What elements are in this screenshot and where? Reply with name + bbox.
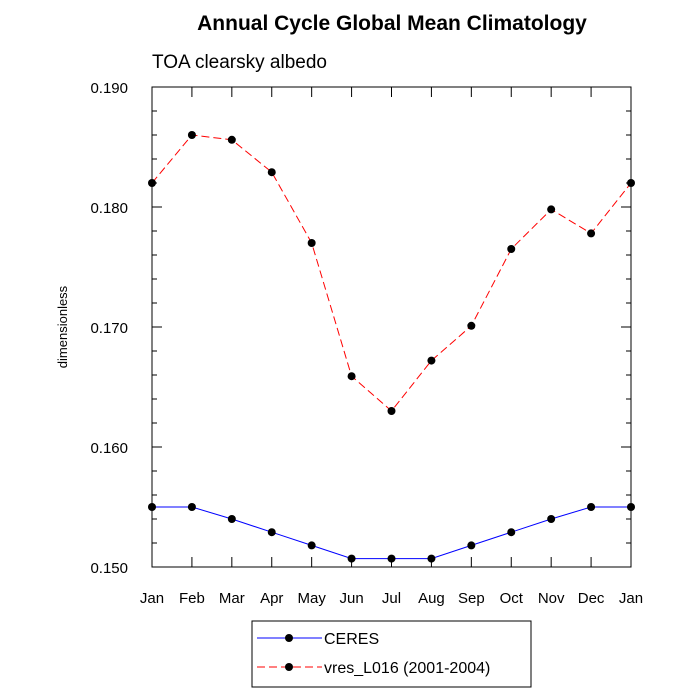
x-tick-label: Aug (418, 590, 445, 607)
chart-subtitle: TOA clearsky albedo (152, 52, 327, 73)
data-point (307, 541, 316, 550)
legend-box (251, 620, 532, 688)
x-tick-label: Apr (260, 590, 283, 607)
y-tick-label: 0.150 (90, 560, 128, 577)
series-layer (148, 131, 635, 563)
x-tick-label: Jan (619, 590, 643, 607)
x-tick-label: Sep (458, 590, 485, 607)
data-point (547, 515, 556, 523)
data-point (227, 515, 236, 523)
y-axis-label: dimensionless (55, 285, 70, 368)
data-point (387, 407, 396, 415)
data-point (227, 135, 236, 144)
axis-ticks: 0.150 0.160 0.170 0.180 0.190 Jan Feb Mar Apr May… (90, 80, 643, 607)
data-point (427, 554, 436, 563)
legend-label-1: vres_L016 (2001-2004) (324, 660, 490, 677)
x-tick-label: Oct (500, 590, 524, 607)
legend: CERES vres_L016 (2001-2004) (251, 620, 532, 688)
data-point (587, 229, 596, 238)
y-tick-label: 0.190 (90, 80, 128, 97)
data-point (347, 372, 356, 381)
data-point (267, 528, 276, 537)
data-point (467, 541, 476, 550)
x-tick-label: Mar (219, 590, 245, 607)
data-point (387, 554, 396, 563)
legend-label-0: CERES (324, 631, 379, 648)
chart-title: Annual Cycle Global Mean Climatology (197, 12, 587, 35)
data-point (507, 528, 516, 537)
legend-marker (285, 663, 293, 671)
y-tick-label: 0.160 (90, 440, 128, 457)
data-point (267, 168, 276, 177)
data-point (587, 503, 596, 511)
x-tick-label: Jul (382, 590, 401, 607)
data-point (547, 205, 556, 214)
data-point (507, 245, 516, 253)
series-line-0 (152, 506, 631, 560)
y-tick-label: 0.180 (90, 200, 128, 217)
x-tick-label: Jan (140, 590, 164, 607)
legend-marker (285, 634, 293, 642)
x-tick-label: Feb (179, 590, 205, 607)
data-point (427, 356, 436, 365)
data-point (307, 239, 316, 247)
plot-frame (151, 86, 632, 568)
data-point (187, 503, 196, 511)
x-tick-label: Jun (339, 590, 363, 607)
x-tick-label: May (297, 590, 326, 607)
x-tick-label: Dec (578, 590, 605, 607)
x-tick-label: Nov (538, 590, 565, 607)
y-tick-label: 0.170 (90, 320, 128, 337)
series-line-1 (151, 134, 632, 412)
data-point (347, 554, 356, 563)
data-point (467, 321, 476, 330)
data-point (187, 131, 196, 139)
